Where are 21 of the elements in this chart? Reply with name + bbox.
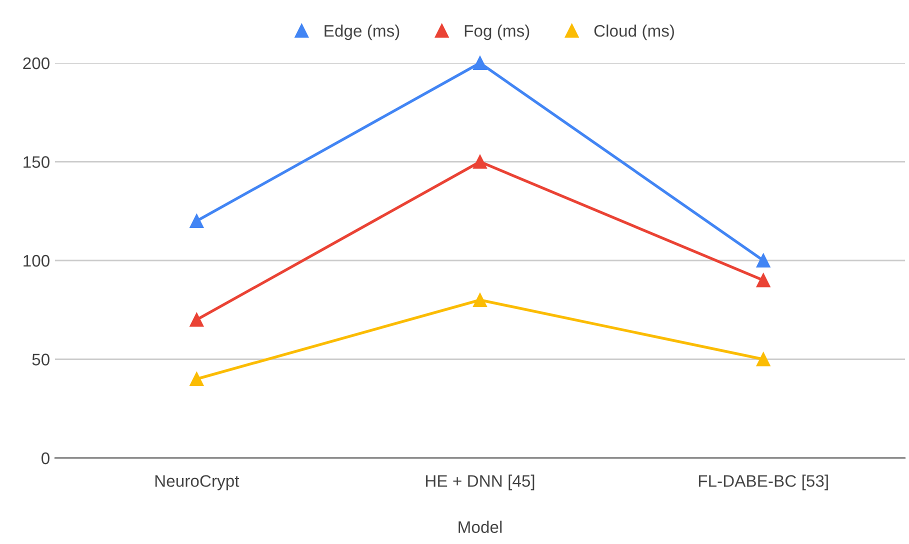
point bbox=[190, 372, 204, 386]
point bbox=[473, 56, 487, 70]
point bbox=[756, 273, 770, 288]
point bbox=[756, 254, 770, 268]
y-tick-label: 200 bbox=[23, 57, 50, 70]
x-tick-label: FL-DABE-BC [53] bbox=[698, 474, 828, 490]
y-tick-label: 0 bbox=[42, 452, 50, 464]
point bbox=[190, 214, 204, 228]
point bbox=[190, 312, 204, 327]
legend-label: Fog (ms) bbox=[464, 24, 530, 40]
y-tick-label: 150 bbox=[24, 156, 50, 168]
point bbox=[756, 352, 770, 366]
x-tick-label: NeuroCrypt bbox=[155, 475, 240, 490]
y-tick-label: 50 bbox=[32, 354, 50, 366]
point bbox=[473, 293, 487, 307]
y-tick-label: 100 bbox=[24, 254, 50, 267]
point bbox=[473, 154, 487, 169]
x-axis-title: Model bbox=[458, 520, 502, 533]
legend-label: Cloud (ms) bbox=[594, 24, 674, 40]
legend-label: Edge (ms) bbox=[324, 24, 400, 40]
x-tick-label: HE + DNN [45] bbox=[426, 474, 534, 490]
